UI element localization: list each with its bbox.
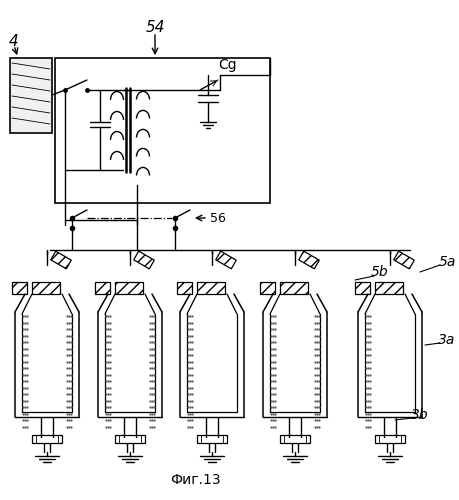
Text: 4: 4 xyxy=(9,34,19,50)
Text: 54: 54 xyxy=(145,20,165,36)
Bar xyxy=(115,435,145,443)
Bar xyxy=(375,282,403,294)
Polygon shape xyxy=(216,251,236,269)
Text: 56: 56 xyxy=(210,212,226,224)
Bar xyxy=(355,282,370,294)
Text: 5b: 5b xyxy=(371,265,389,279)
Bar xyxy=(197,282,225,294)
Polygon shape xyxy=(50,251,71,269)
Bar xyxy=(32,282,60,294)
Bar xyxy=(197,435,227,443)
Bar xyxy=(177,282,192,294)
Polygon shape xyxy=(134,251,154,269)
Bar xyxy=(10,58,52,133)
Bar xyxy=(260,282,275,294)
Bar xyxy=(115,282,143,294)
Polygon shape xyxy=(394,251,414,269)
Polygon shape xyxy=(299,251,319,269)
Bar xyxy=(280,435,310,443)
Text: Cg: Cg xyxy=(218,58,237,72)
Text: Фиг.13: Фиг.13 xyxy=(170,473,220,487)
Text: 3a: 3a xyxy=(438,333,456,347)
Bar xyxy=(32,435,62,443)
Text: 5a: 5a xyxy=(438,255,456,269)
Bar xyxy=(95,282,110,294)
Text: 3b: 3b xyxy=(411,408,429,422)
Bar xyxy=(280,282,308,294)
Bar xyxy=(55,58,270,203)
Bar xyxy=(12,282,27,294)
Bar xyxy=(375,435,405,443)
